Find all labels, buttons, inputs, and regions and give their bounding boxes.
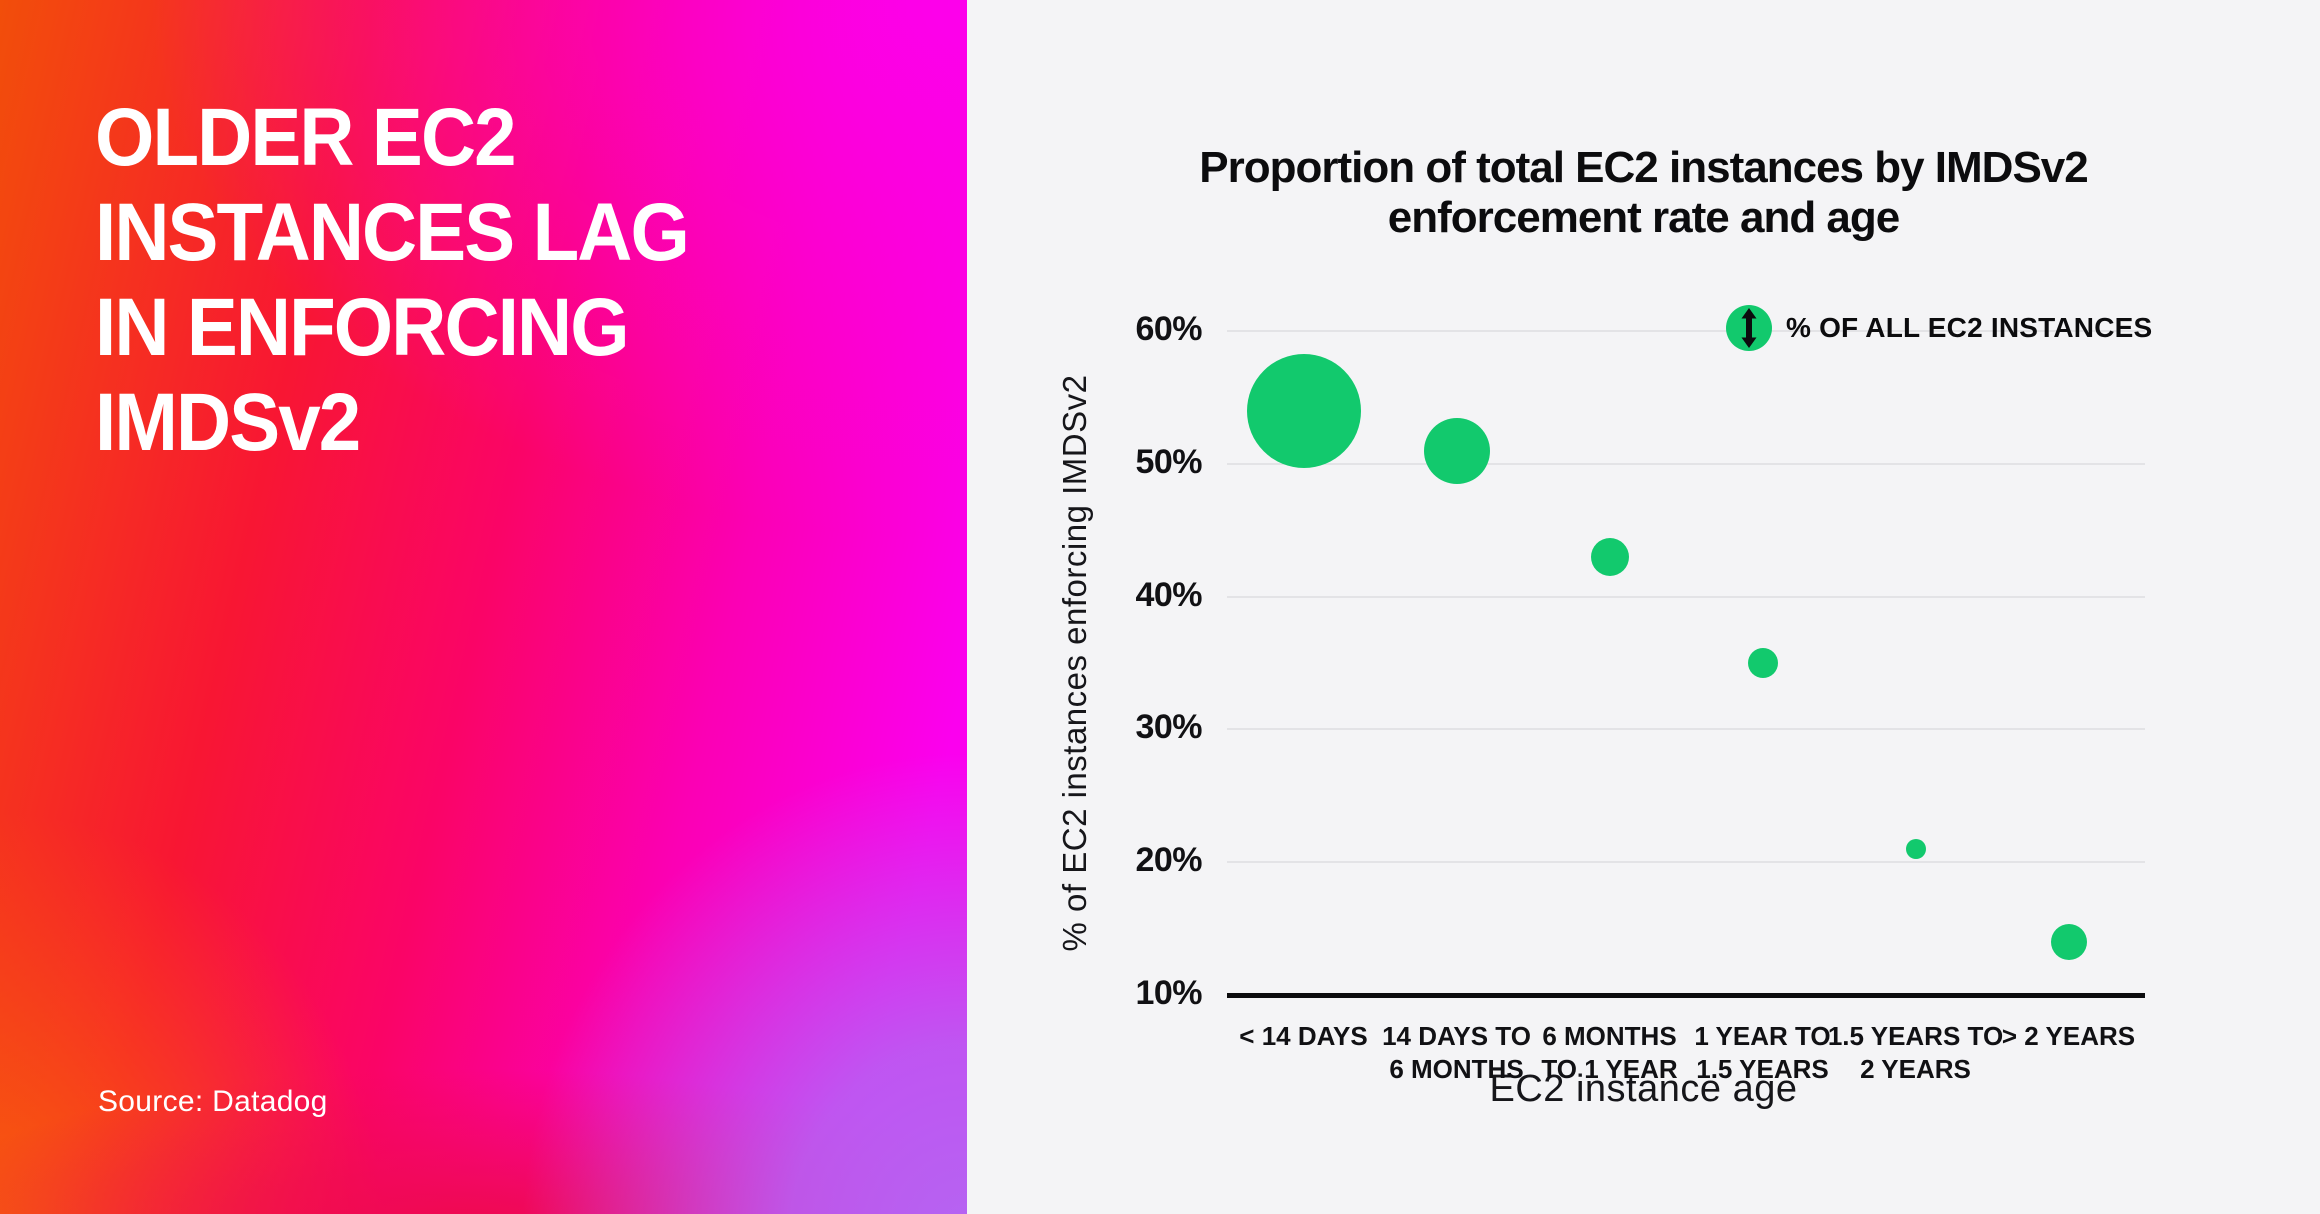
y-tick-label: 20% xyxy=(1135,841,1202,880)
gridline xyxy=(1227,728,2145,731)
y-tick-label: 10% xyxy=(1135,974,1202,1012)
bubble xyxy=(1423,417,1490,484)
gridline xyxy=(1227,330,2145,332)
legend-bubble-symbol xyxy=(1726,305,1772,351)
gridline xyxy=(1227,462,2145,465)
x-axis-title: EC2 instance age xyxy=(1489,1068,1798,1110)
x-tick-label: < 14 DAYS xyxy=(1239,1021,1368,1051)
chart-panel: Proportion of total EC2 instances by IMD… xyxy=(967,0,2320,1214)
legend-label: % OF ALL EC2 INSTANCES xyxy=(1786,312,2153,343)
x-tick-label: 1.5 YEARS TO 2 YEARS xyxy=(1827,1021,2004,1084)
y-tick-label: 40% xyxy=(1135,575,1202,614)
source-attribution: Source: Datadog xyxy=(98,1085,328,1118)
x-tick-label: 6 MONTHS TO 1 YEAR xyxy=(1541,1021,1678,1084)
headline: OLDER EC2 INSTANCES LAG IN ENFORCING IMD… xyxy=(95,92,690,468)
bubble xyxy=(1747,648,1778,678)
x-tick-label: 1 YEAR TO 1.5 YEARS xyxy=(1694,1021,1831,1084)
bubble xyxy=(2050,923,2087,960)
vertical-range-arrow-icon xyxy=(1741,308,1757,348)
bubble xyxy=(1590,537,1629,576)
y-tick-label: 50% xyxy=(1135,442,1202,481)
gridline xyxy=(1227,595,2145,598)
bubble xyxy=(1905,838,1926,859)
x-tick-label: 14 DAYS TO 6 MONTHS xyxy=(1382,1021,1531,1084)
x-axis-baseline xyxy=(1227,992,2145,998)
chart-title: Proportion of total EC2 instances by IMD… xyxy=(1199,143,2088,242)
x-tick-label: > 2 YEARS xyxy=(2001,1021,2136,1051)
bubble xyxy=(1246,353,1361,468)
headline-panel: OLDER EC2 INSTANCES LAG IN ENFORCING IMD… xyxy=(0,0,967,1214)
y-tick-label: 30% xyxy=(1135,708,1202,747)
y-tick-label: 60% xyxy=(1135,310,1202,348)
gridline xyxy=(1227,861,2145,864)
